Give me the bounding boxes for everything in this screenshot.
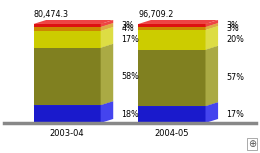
- Text: 3%: 3%: [226, 24, 239, 33]
- Polygon shape: [34, 105, 101, 123]
- Polygon shape: [205, 20, 218, 27]
- Text: 4%: 4%: [122, 24, 134, 33]
- Text: 17%: 17%: [226, 110, 244, 119]
- Text: ⊕: ⊕: [248, 139, 256, 149]
- Polygon shape: [34, 101, 113, 105]
- Text: 80,474.3: 80,474.3: [34, 9, 69, 19]
- Text: 96,709.2: 96,709.2: [138, 9, 174, 19]
- Polygon shape: [101, 27, 113, 48]
- Polygon shape: [34, 27, 101, 31]
- Text: 17%: 17%: [122, 35, 139, 44]
- Polygon shape: [101, 23, 113, 31]
- Polygon shape: [34, 23, 113, 27]
- Polygon shape: [205, 46, 218, 106]
- Polygon shape: [138, 50, 205, 106]
- Text: 18%: 18%: [122, 110, 139, 119]
- Polygon shape: [34, 27, 113, 31]
- Text: 58%: 58%: [122, 72, 139, 81]
- Polygon shape: [205, 23, 218, 30]
- Polygon shape: [101, 44, 113, 105]
- Polygon shape: [138, 20, 218, 24]
- Polygon shape: [34, 24, 101, 27]
- Polygon shape: [138, 30, 205, 50]
- Text: 20%: 20%: [226, 35, 244, 44]
- Polygon shape: [101, 20, 113, 27]
- Polygon shape: [205, 102, 218, 123]
- Polygon shape: [34, 44, 113, 48]
- Polygon shape: [205, 26, 218, 50]
- Polygon shape: [138, 106, 205, 123]
- Polygon shape: [34, 48, 101, 105]
- Text: 3%: 3%: [122, 21, 134, 30]
- Polygon shape: [138, 46, 218, 50]
- Polygon shape: [34, 20, 113, 24]
- Polygon shape: [138, 27, 205, 30]
- Polygon shape: [138, 26, 218, 30]
- Polygon shape: [138, 24, 205, 27]
- Polygon shape: [34, 31, 101, 48]
- Polygon shape: [138, 102, 218, 106]
- Polygon shape: [101, 101, 113, 123]
- Polygon shape: [138, 23, 218, 27]
- Text: 57%: 57%: [226, 73, 244, 82]
- Text: 3%: 3%: [226, 21, 239, 30]
